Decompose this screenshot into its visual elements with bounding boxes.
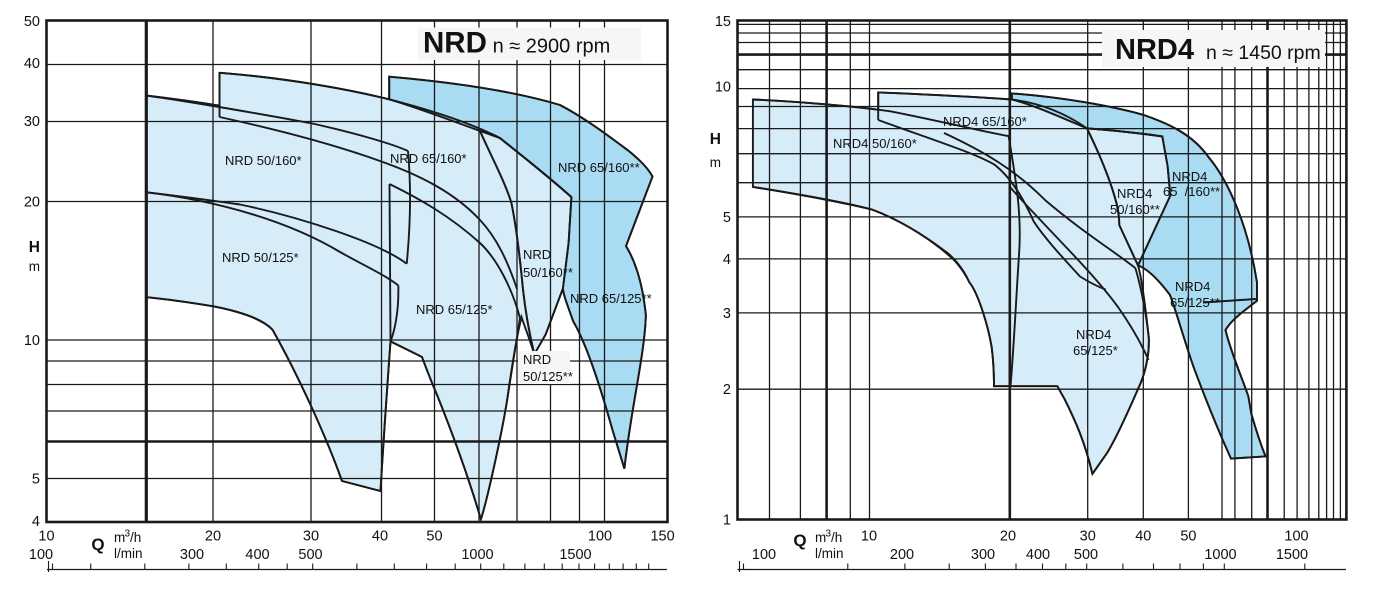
svg-text:65/125**: 65/125** xyxy=(1170,295,1220,310)
svg-text:NRD 65/160**: NRD 65/160** xyxy=(558,160,640,175)
svg-text:NRD4: NRD4 xyxy=(1172,169,1207,184)
svg-text:NRD 65/125**: NRD 65/125** xyxy=(570,291,652,306)
svg-text:65/125*: 65/125* xyxy=(1073,343,1118,358)
svg-text:40: 40 xyxy=(372,529,388,545)
svg-text:40: 40 xyxy=(24,56,40,72)
svg-text:1000: 1000 xyxy=(1204,547,1236,563)
svg-text:3: 3 xyxy=(826,529,832,540)
svg-text:5: 5 xyxy=(32,472,40,488)
svg-text:/h: /h xyxy=(831,530,842,545)
svg-text:500: 500 xyxy=(298,547,322,563)
svg-text:400: 400 xyxy=(245,547,269,563)
svg-text:NRD4: NRD4 xyxy=(1076,327,1111,342)
svg-text:Q: Q xyxy=(793,531,806,550)
svg-text:NRD: NRD xyxy=(523,352,551,367)
svg-text:1000: 1000 xyxy=(461,547,493,563)
svg-text:l/min: l/min xyxy=(815,546,844,561)
svg-text:2: 2 xyxy=(723,382,731,398)
svg-text:NRD4 65/160*: NRD4 65/160* xyxy=(943,114,1027,129)
svg-text:n ≈ 1450 rpm: n ≈ 1450 rpm xyxy=(1206,42,1321,64)
svg-text:20: 20 xyxy=(24,195,40,211)
svg-text:50/160**: 50/160** xyxy=(1110,202,1160,217)
svg-text:20: 20 xyxy=(205,529,221,545)
svg-text:1: 1 xyxy=(723,512,731,528)
svg-text:3: 3 xyxy=(125,529,131,540)
svg-text:100: 100 xyxy=(588,529,612,545)
svg-text:5: 5 xyxy=(723,210,731,226)
svg-text:NRD: NRD xyxy=(423,27,487,60)
svg-text:30: 30 xyxy=(24,114,40,130)
svg-text:H: H xyxy=(710,131,721,148)
svg-text:m: m xyxy=(29,259,40,274)
svg-text:n ≈ 2900 rpm: n ≈ 2900 rpm xyxy=(493,35,611,57)
svg-text:20: 20 xyxy=(1000,529,1016,545)
svg-text:300: 300 xyxy=(971,547,995,563)
svg-text:65 /160**: 65 /160** xyxy=(1163,184,1220,199)
svg-text:500: 500 xyxy=(1074,547,1098,563)
svg-text:50/160**: 50/160** xyxy=(523,265,573,280)
svg-text:100: 100 xyxy=(1284,529,1308,545)
svg-text:3: 3 xyxy=(723,306,731,322)
svg-text:100: 100 xyxy=(752,547,776,563)
svg-text:4: 4 xyxy=(723,252,731,268)
svg-text:50: 50 xyxy=(1180,529,1196,545)
svg-text:10: 10 xyxy=(715,80,731,96)
svg-text:NRD: NRD xyxy=(523,247,551,262)
svg-text:300: 300 xyxy=(180,547,204,563)
svg-text:m: m xyxy=(710,155,721,170)
svg-text:NRD4: NRD4 xyxy=(1115,34,1194,66)
svg-text:NRD4: NRD4 xyxy=(1117,186,1152,201)
svg-text:150: 150 xyxy=(650,529,674,545)
svg-text:50: 50 xyxy=(426,529,442,545)
svg-text:l/min: l/min xyxy=(114,546,143,561)
svg-text:NRD 50/125*: NRD 50/125* xyxy=(222,250,299,265)
svg-text:200: 200 xyxy=(890,547,914,563)
svg-text:1500: 1500 xyxy=(559,547,591,563)
svg-text:50: 50 xyxy=(24,14,40,30)
svg-text:H: H xyxy=(29,239,40,256)
svg-text:NRD 65/160*: NRD 65/160* xyxy=(390,151,467,166)
svg-text:m: m xyxy=(815,530,826,545)
svg-text:15: 15 xyxy=(715,14,731,30)
svg-text:Q: Q xyxy=(91,535,104,554)
svg-text:4: 4 xyxy=(32,514,40,530)
svg-text:/h: /h xyxy=(130,530,141,545)
svg-text:100: 100 xyxy=(29,547,53,563)
svg-text:NRD 65/125*: NRD 65/125* xyxy=(416,302,493,317)
svg-text:NRD 50/160*: NRD 50/160* xyxy=(225,153,302,168)
svg-text:30: 30 xyxy=(1080,529,1096,545)
svg-text:m: m xyxy=(114,530,125,545)
svg-text:40: 40 xyxy=(1135,529,1151,545)
svg-text:NRD4: NRD4 xyxy=(1175,279,1210,294)
svg-text:10: 10 xyxy=(861,529,877,545)
svg-text:400: 400 xyxy=(1026,547,1050,563)
svg-text:30: 30 xyxy=(303,529,319,545)
svg-text:10: 10 xyxy=(24,333,40,349)
svg-text:10: 10 xyxy=(38,529,54,545)
svg-text:1500: 1500 xyxy=(1276,547,1308,563)
svg-text:NRD4 50/160*: NRD4 50/160* xyxy=(833,136,917,151)
svg-text:50/125**: 50/125** xyxy=(523,369,573,384)
